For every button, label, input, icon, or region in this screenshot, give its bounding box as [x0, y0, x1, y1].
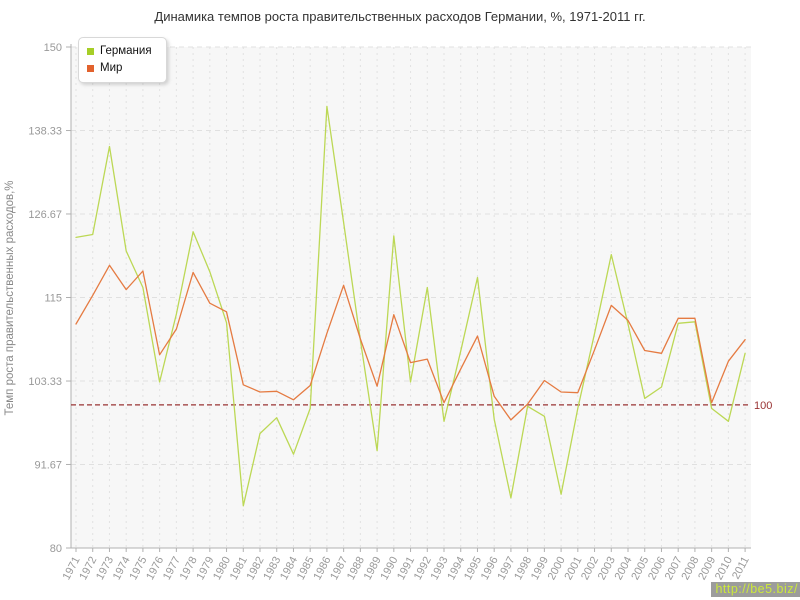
legend-label-germany: Германия [100, 45, 152, 57]
chart-title: Динамика темпов роста правительственных … [154, 9, 646, 24]
y-tick-label: 115 [44, 293, 62, 305]
series-line-germany[interactable] [75, 105, 746, 507]
plot-area [71, 47, 751, 548]
legend-item-germany[interactable]: Германия [87, 43, 152, 60]
world-series-swatch-icon [87, 65, 94, 72]
y-tick-label: 126.67 [28, 209, 62, 221]
y-tick-label: 103.33 [28, 376, 62, 388]
y-tick-label: 91.67 [34, 459, 62, 471]
legend-item-world[interactable]: Мир [87, 60, 152, 77]
germany-series-swatch-icon [87, 48, 94, 55]
series-line-world[interactable] [75, 264, 746, 421]
y-tick-label: 150 [44, 42, 62, 54]
reference-line-label: 100 [754, 400, 772, 412]
x-tick-label: 2011 [730, 555, 752, 582]
watermark-link[interactable]: http://be5.biz/ [711, 582, 800, 597]
y-tick-label: 138.33 [28, 126, 62, 138]
y-axis-title: Темп роста правительственных расходов,% [4, 180, 16, 415]
legend-box: Германия Мир [78, 37, 167, 83]
x-tick-label: 2010 [713, 555, 735, 582]
y-tick-label: 80 [50, 543, 62, 555]
legend-label-world: Мир [100, 62, 123, 74]
